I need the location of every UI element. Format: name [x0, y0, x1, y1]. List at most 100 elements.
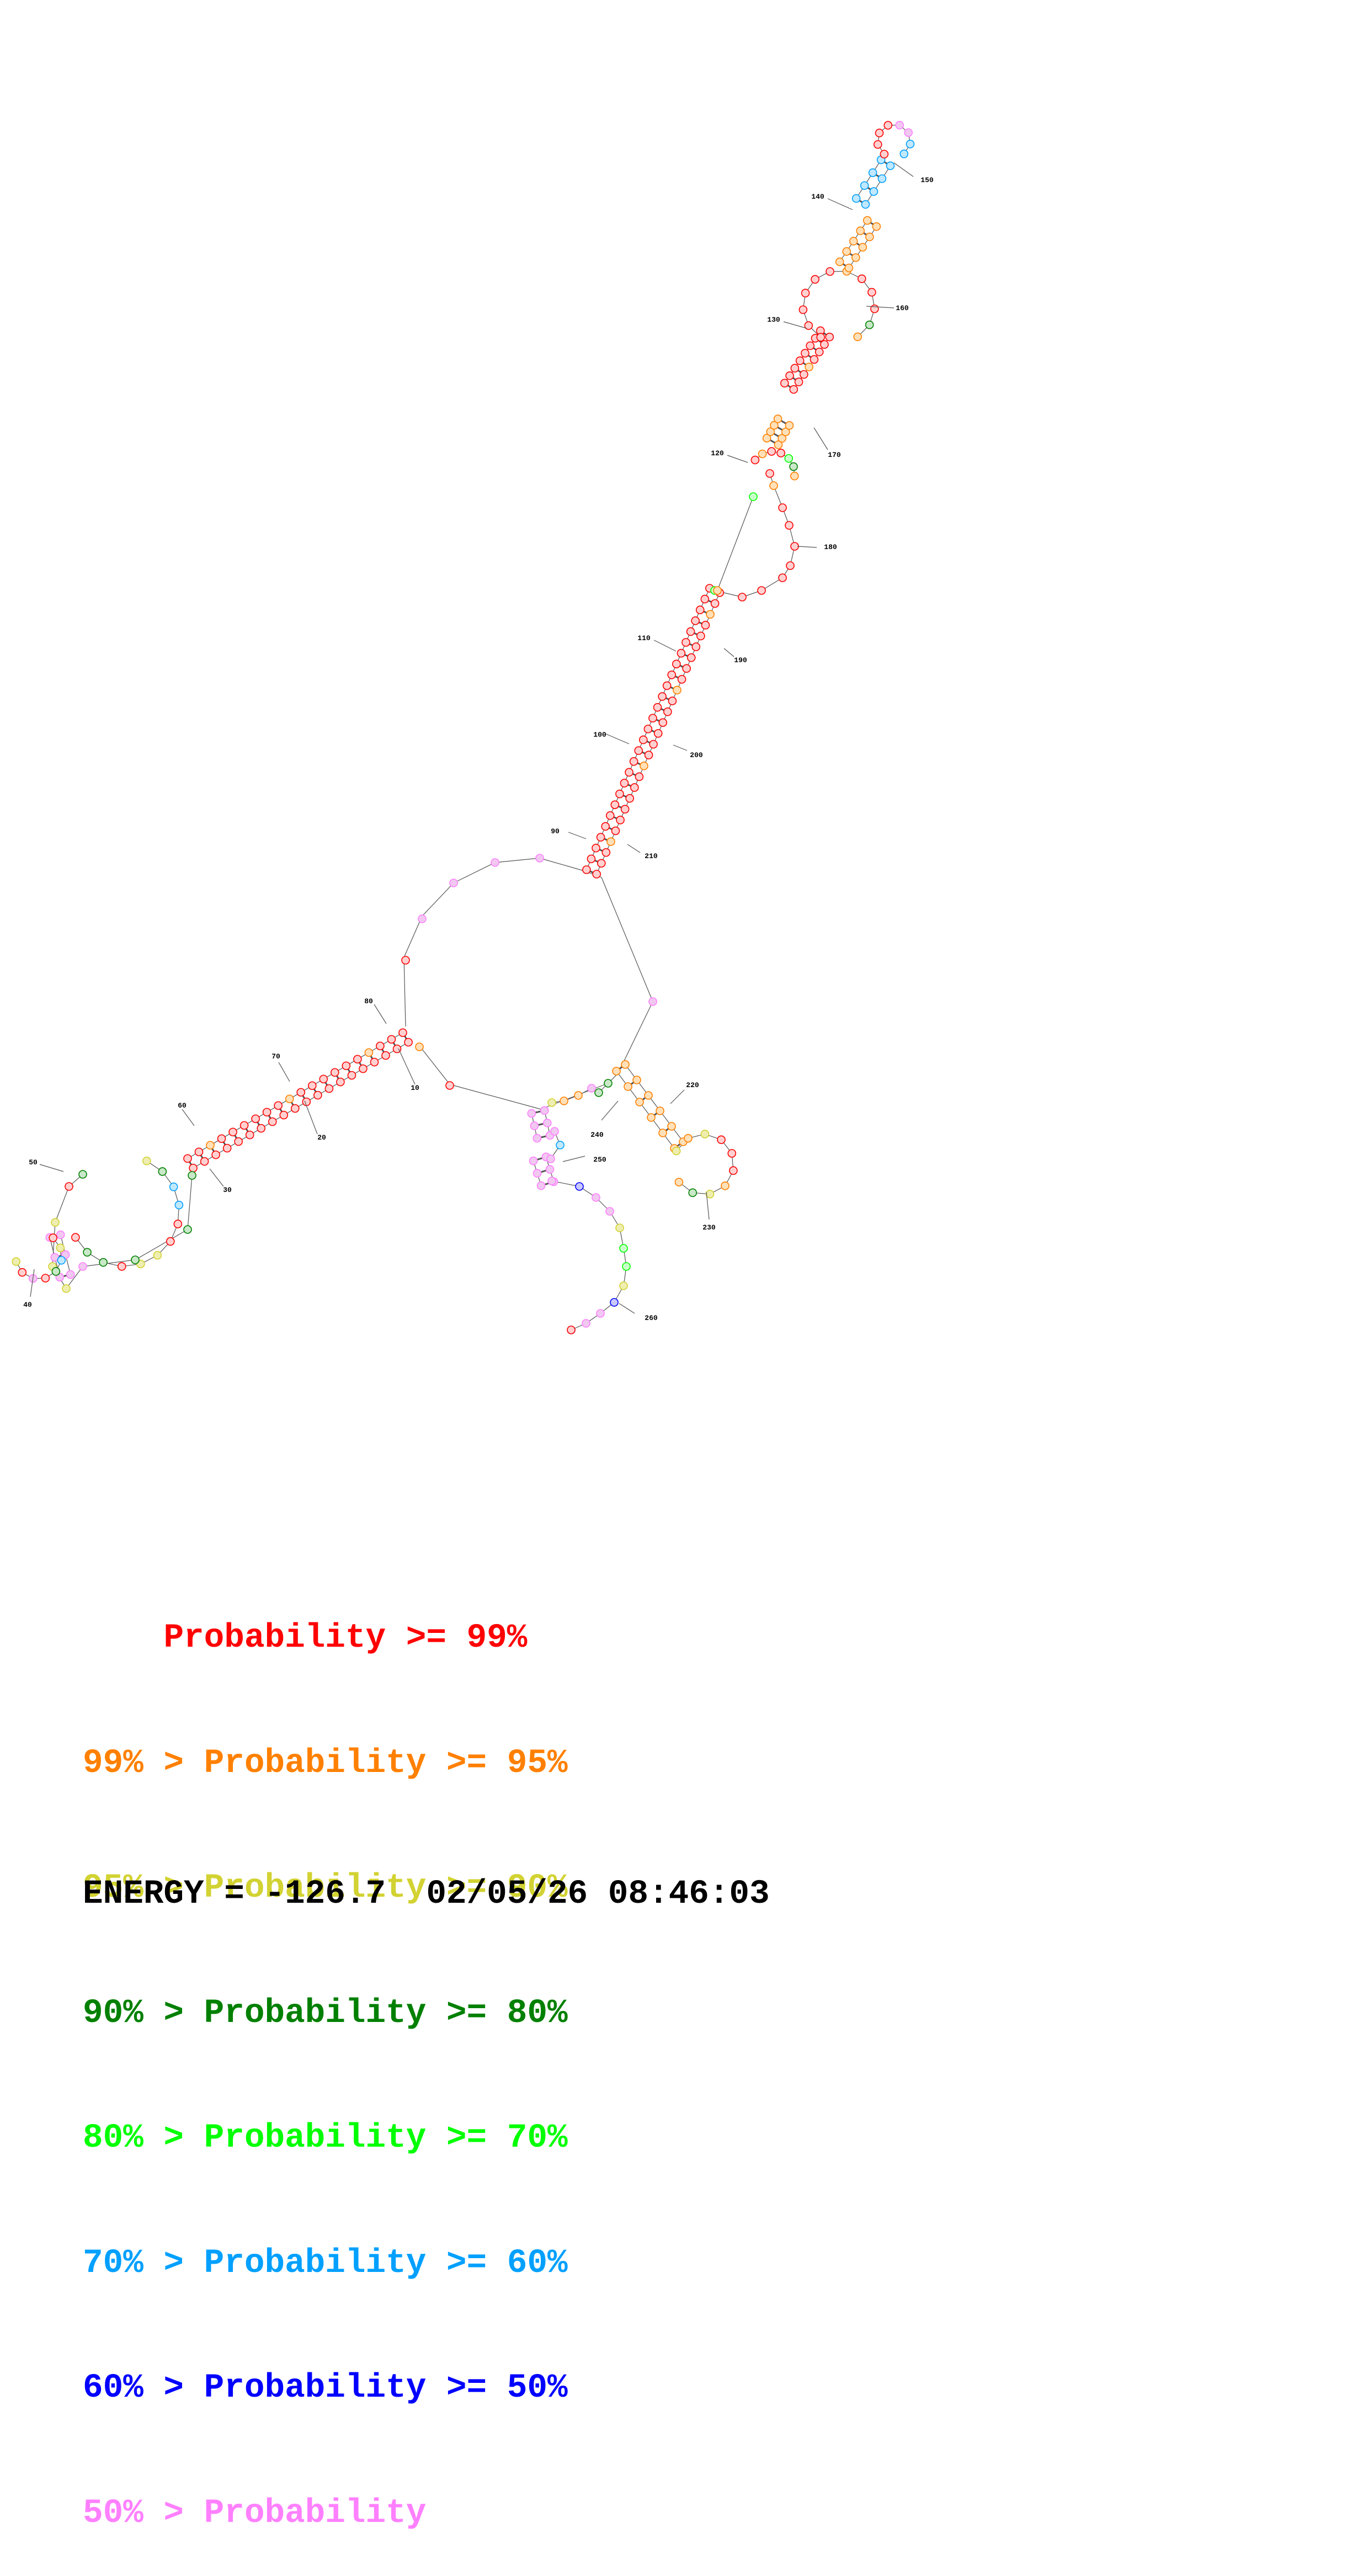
stem-135-nt [856, 227, 864, 235]
multiloop-nt [446, 1082, 454, 1089]
left-interior-nt [79, 1170, 87, 1178]
left-interior-nt [51, 1218, 59, 1226]
stem-130-160-nt [800, 371, 808, 379]
stem-135-nt [845, 264, 853, 272]
stem-90-210-nt [598, 859, 605, 867]
stem-140-150-nt [853, 195, 860, 203]
legend-row-p70: 80% > Probability >= 70% [83, 2117, 568, 2159]
multiloop-nt [416, 1043, 423, 1051]
interior-180-nt [758, 587, 765, 594]
position-ticks: 1020304050607080901001101201301401501601… [23, 163, 934, 1322]
stem-10-80-nt [376, 1042, 384, 1050]
stem-90-210-nt [640, 736, 647, 744]
stem-135-nt [836, 258, 844, 265]
stem-90-210-nt [691, 617, 699, 625]
tick-line [814, 428, 828, 450]
stem-130-160-nt [806, 342, 814, 349]
stem-220-230-nt [613, 1067, 620, 1075]
loop-225-nt [689, 1189, 696, 1196]
stem-220-230-nt [645, 1092, 652, 1099]
tick-label-10: 10 [411, 1084, 419, 1092]
stem-220-230-nt [633, 1076, 641, 1084]
hairpin-145-nt [904, 129, 912, 136]
multiloop-link [495, 858, 540, 863]
tick-label-210: 210 [645, 852, 658, 860]
stem-120-170-nt [785, 422, 793, 429]
stem-140-150-nt [861, 182, 869, 189]
tick-line [563, 1156, 585, 1162]
loop-225-nt [701, 1130, 709, 1138]
tick-line [305, 1101, 317, 1134]
stem-10-80-nt [252, 1115, 259, 1122]
loop-130-160-nt [826, 268, 834, 275]
energy-readout: ENERGY = -126.7 02/05/26 08:46:03 [83, 1875, 770, 1913]
junction-240-nt [595, 1089, 603, 1097]
loop-130-160-nt [854, 333, 861, 340]
stem-10-80-nt [212, 1151, 220, 1159]
stem-10-80-nt [370, 1058, 378, 1066]
tick-line [670, 1090, 684, 1104]
tail-3prime-nt [616, 1224, 624, 1232]
tick-line [797, 546, 817, 547]
left-interior-nt [65, 1183, 73, 1190]
stem-10-80-nt [223, 1145, 231, 1152]
stem-90-210-nt [602, 823, 609, 831]
tick-line [619, 1303, 635, 1313]
tail-end-nt [567, 1326, 575, 1334]
junction-240-nt [560, 1097, 568, 1105]
stem-90-210-nt [616, 790, 624, 798]
tick-line [724, 648, 734, 657]
stem-140-150-nt [878, 175, 886, 183]
stem-130-160-nt [786, 372, 794, 380]
loop-50-nt [72, 1233, 79, 1241]
legend-row-p95: 99% > Probability >= 95% [83, 1743, 568, 1785]
multiloop-link [450, 1084, 541, 1109]
stem-90-210-nt [620, 779, 628, 787]
base-pairs [50, 160, 890, 1278]
tick-label-260: 260 [645, 1314, 658, 1322]
tick-line [398, 1049, 415, 1084]
stem-90-210-nt [583, 866, 590, 874]
stem-120-170-nt [774, 415, 782, 423]
loop-120-nt [790, 463, 797, 471]
tick-label-50: 50 [29, 1158, 38, 1167]
loop-225-nt [730, 1167, 737, 1174]
loop-40-nt [56, 1244, 64, 1252]
junction-240-nt [588, 1084, 595, 1092]
stem-140-150-nt [861, 200, 869, 208]
interior-180-nt [785, 521, 793, 529]
tick-label-230: 230 [702, 1223, 716, 1232]
stem-90-210-nt [701, 595, 709, 603]
stem-220-230-nt [647, 1114, 655, 1121]
tail-3prime-nt [606, 1207, 614, 1215]
stem-130-160-nt [805, 363, 813, 371]
stem-135-nt [843, 248, 850, 256]
tick-label-180: 180 [824, 543, 837, 551]
interior-110-nt [714, 587, 721, 594]
stem-240-250-a-nt [533, 1135, 541, 1142]
stem-10-80-nt [320, 1075, 327, 1083]
tick-label-190: 190 [734, 656, 747, 664]
multiloop-link [602, 877, 653, 1002]
stem-240-250-b-nt [537, 1182, 545, 1190]
stem-90-210-nt [658, 693, 666, 700]
stem-220-230-strand-b [625, 1065, 683, 1142]
tail-3prime-nt [620, 1282, 627, 1290]
probability-legend: Probability >= 99% 99% > Probability >= … [83, 1534, 568, 2576]
stem-10-80-nt [387, 1035, 395, 1043]
stem-90-210-nt [597, 833, 605, 841]
loop-130-160-nt [811, 275, 819, 283]
stem-140-150-nt [886, 162, 894, 169]
loop-225-nt [717, 1136, 725, 1143]
multiloop-nt [491, 859, 499, 866]
stem-10-80-nt [325, 1085, 333, 1093]
loop-40-nt [52, 1268, 60, 1275]
multiloop-nt [418, 915, 426, 923]
stem-90-210-nt [650, 741, 657, 748]
stem-220-230-nt [659, 1129, 667, 1137]
stem-10-80-nt [229, 1128, 237, 1136]
tick-label-170: 170 [828, 451, 841, 459]
legend-row-p99: Probability >= 99% [83, 1617, 568, 1659]
tick-line [894, 163, 913, 177]
tick-label-30: 30 [223, 1186, 232, 1194]
